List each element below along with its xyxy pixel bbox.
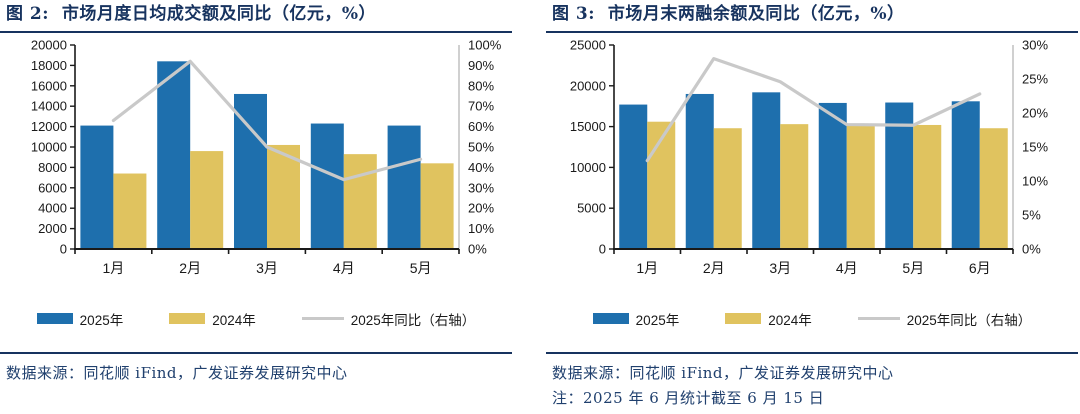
svg-text:18000: 18000 [31,58,67,73]
svg-text:5月: 5月 [410,260,432,276]
source-text: 数据来源：同花顺 iFind，广发证券发展研究中心 [552,364,894,382]
svg-text:5月: 5月 [902,260,924,276]
legend-margin: 2025年 2024年 2025年同比（右轴） [546,285,1078,352]
svg-text:10000: 10000 [570,160,606,175]
svg-text:25%: 25% [1022,72,1048,87]
svg-text:5000: 5000 [577,201,606,216]
legend-label-2024: 2024年 [212,312,256,328]
chart-canvas-margin: 0 5000 10000 15000 20000 25000 0% 5% 10% 15% 20% 25… [570,38,1049,277]
legend-label-yoy: 2025年同比（右轴） [906,312,1032,328]
chart-area-turnover: 0 2000 4000 6000 8000 10000 12000 14000 16000 180… [0,33,512,285]
svg-text:5%: 5% [1022,208,1041,223]
legend-label-yoy: 2025年同比（右轴） [350,312,476,328]
source-text: 数据来源：同花顺 iFind，广发证券发展研究中心 [6,364,348,382]
svg-text:10000: 10000 [31,140,67,155]
footer-margin: 数据来源：同花顺 iFind，广发证券发展研究中心 注：2025 年 6 月统计… [546,352,1078,409]
svg-text:14000: 14000 [31,99,67,114]
legend-swatch-2024-icon [169,313,206,324]
svg-text:2000: 2000 [38,221,67,236]
svg-text:0%: 0% [468,242,487,257]
svg-text:3月: 3月 [769,260,791,276]
svg-text:1月: 1月 [636,260,658,276]
chart-area-margin: 0 5000 10000 15000 20000 25000 0% 5% 10% 15% 20% 25… [546,33,1078,285]
svg-text:20%: 20% [468,201,494,216]
footer-turnover: 数据来源：同花顺 iFind，广发证券发展研究中心 [0,352,512,384]
note-text: 注：2025 年 6 月统计截至 6 月 15 日 [552,389,825,407]
chart-title-turnover: 图 2: 市场月度日均成交额及同比（亿元，%） [0,0,512,33]
svg-text:50%: 50% [468,140,494,155]
svg-text:0%: 0% [1022,242,1041,257]
svg-text:70%: 70% [468,99,494,114]
svg-text:0: 0 [599,242,606,257]
legend-item-2024: 2024年 [169,309,256,329]
svg-text:20000: 20000 [570,78,606,93]
legend-label-2025: 2025年 [79,312,124,328]
svg-text:3月: 3月 [256,260,278,276]
svg-text:40%: 40% [468,160,494,175]
svg-text:2月: 2月 [179,260,201,276]
legend-swatch-2024-icon [725,313,762,324]
legend-item-2025: 2025年 [36,309,124,329]
svg-text:10%: 10% [1022,174,1048,189]
svg-text:4000: 4000 [38,201,67,216]
panel-daily-turnover: 图 2: 市场月度日均成交额及同比（亿元，%） 0 2000 4000 6000 800… [0,0,512,384]
legend-swatch-2025-icon [36,313,73,324]
svg-text:10%: 10% [468,221,494,236]
svg-text:0: 0 [60,242,67,257]
svg-text:16000: 16000 [31,78,67,93]
legend-item-yoy: 2025年同比（右轴） [301,309,476,329]
legend-line-yoy-icon [857,316,900,321]
svg-text:4月: 4月 [333,260,355,276]
svg-text:6月: 6月 [969,260,991,276]
chart-title-margin: 图 3: 市场月末两融余额及同比（亿元，%） [546,0,1078,33]
svg-text:1月: 1月 [103,260,125,276]
panel-margin-balance: 图 3: 市场月末两融余额及同比（亿元，%） 0 5000 10000 15000 20… [540,0,1080,414]
legend-item-2025: 2025年 [592,309,680,329]
svg-text:15%: 15% [1022,140,1048,155]
svg-text:60%: 60% [468,119,494,134]
chart-canvas-turnover: 0 2000 4000 6000 8000 10000 12000 14000 16000 180… [31,38,502,277]
svg-text:15000: 15000 [570,119,606,134]
svg-text:80%: 80% [468,78,494,93]
svg-text:8000: 8000 [38,160,67,175]
legend-turnover: 2025年 2024年 2025年同比（右轴） [0,285,512,352]
legend-item-yoy: 2025年同比（右轴） [857,309,1032,329]
svg-text:20%: 20% [1022,106,1048,121]
svg-text:90%: 90% [468,58,494,73]
svg-text:100%: 100% [468,38,502,53]
legend-label-2025: 2025年 [635,312,680,328]
legend-swatch-2025-icon [592,313,629,324]
svg-text:2月: 2月 [703,260,725,276]
legend-item-2024: 2024年 [725,309,812,329]
svg-text:30%: 30% [468,180,494,195]
svg-text:20000: 20000 [31,38,67,53]
svg-text:12000: 12000 [31,119,67,134]
svg-text:4月: 4月 [836,260,858,276]
legend-label-2024: 2024年 [768,312,812,328]
svg-text:6000: 6000 [38,180,67,195]
svg-text:25000: 25000 [570,38,606,53]
legend-line-yoy-icon [301,316,344,321]
svg-text:30%: 30% [1022,38,1048,53]
